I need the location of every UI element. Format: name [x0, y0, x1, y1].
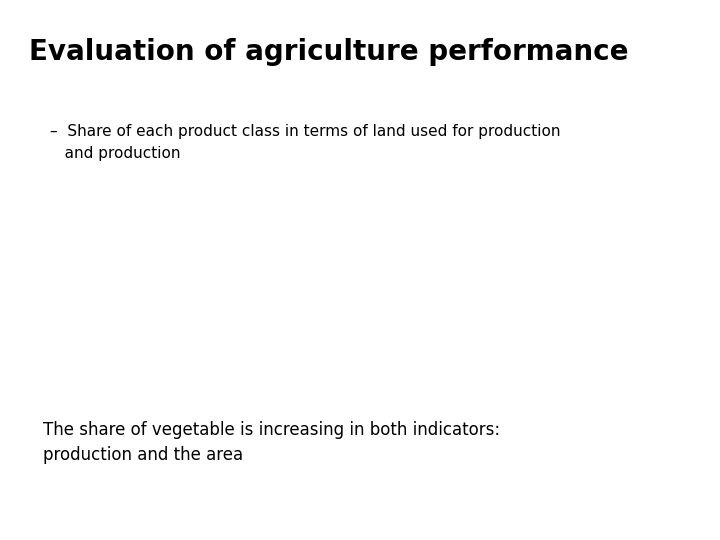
Text: The share of vegetable is increasing in both indicators:
production and the area: The share of vegetable is increasing in …	[43, 421, 500, 464]
Text: Evaluation of agriculture performance: Evaluation of agriculture performance	[29, 38, 629, 66]
Text: –  Share of each product class in terms of land used for production
   and produ: – Share of each product class in terms o…	[50, 124, 561, 161]
